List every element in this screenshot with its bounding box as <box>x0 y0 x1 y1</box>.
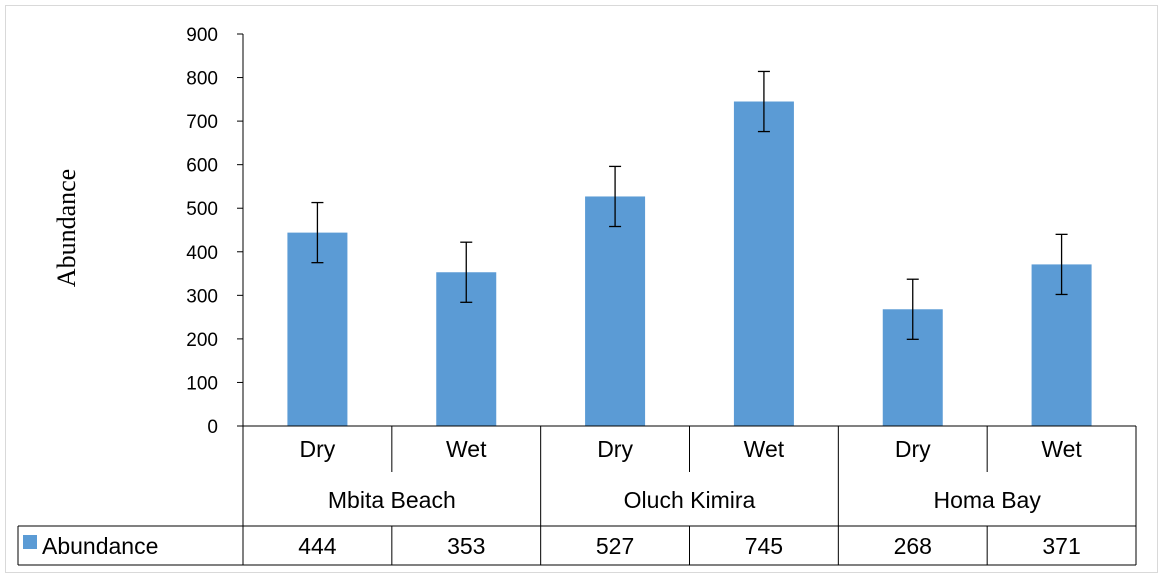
data-table-value: 371 <box>1042 533 1080 559</box>
y-tick-label: 700 <box>186 112 218 133</box>
chart-frame <box>5 5 1158 573</box>
y-tick-label: 400 <box>186 243 218 264</box>
y-tick-label: 900 <box>186 25 218 46</box>
legend-swatch <box>23 535 37 549</box>
y-axis: 0 100 200 300 400 500 600 700 800 900 <box>186 25 244 438</box>
group-label: Mbita Beach <box>328 487 456 513</box>
y-tick-label: 600 <box>186 156 218 177</box>
data-table-value: 527 <box>596 533 634 559</box>
y-tick-label: 100 <box>186 373 218 394</box>
bar-3 <box>733 101 794 426</box>
bars <box>287 101 1092 426</box>
y-tick-label: 200 <box>186 330 218 351</box>
category-data-table: Dry Wet Mbita Beach Dry Wet Oluch Kimira Dry We… <box>17 425 1137 566</box>
group-label: Oluch Kimira <box>624 487 756 513</box>
y-tick-label: 500 <box>186 199 218 220</box>
y-axis-label: Abundance <box>52 169 81 287</box>
bar-0 <box>287 232 348 426</box>
data-table-value: 745 <box>745 533 783 559</box>
bar-2 <box>585 196 646 426</box>
data-table-value: 268 <box>894 533 932 559</box>
y-tick-label: 0 <box>207 417 218 438</box>
category-label: Dry <box>895 436 931 462</box>
y-tick-label: 800 <box>186 69 218 90</box>
data-table-value: 353 <box>447 533 485 559</box>
legend-label: Abundance <box>42 533 158 559</box>
category-label: Dry <box>300 436 336 462</box>
category-label: Wet <box>446 436 487 462</box>
category-label: Dry <box>597 436 633 462</box>
group-label: Homa Bay <box>933 487 1041 513</box>
error-bars <box>311 70 1068 340</box>
data-table-value: 444 <box>298 533 337 559</box>
y-tick-label: 300 <box>186 286 218 307</box>
category-label: Wet <box>744 436 785 462</box>
category-label: Wet <box>1041 436 1082 462</box>
